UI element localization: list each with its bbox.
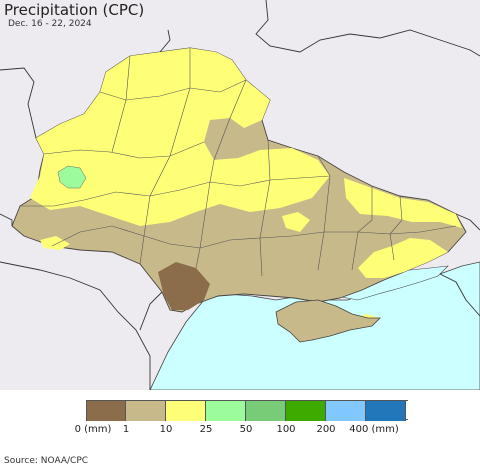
oblast-borders — [20, 48, 457, 277]
map-title: Precipitation (CPC) — [4, 1, 145, 19]
legend-swatch-4 — [246, 401, 286, 421]
legend-label-5: 100 — [276, 424, 296, 435]
zone-10mm-southeast — [358, 238, 448, 278]
legend-swatch-7 — [366, 401, 406, 421]
precipitation-map — [0, 0, 480, 390]
legend-swatch-6 — [326, 401, 366, 421]
legend-label-0: 0 (mm) — [74, 424, 112, 435]
legend-label-6: 200 — [316, 424, 336, 435]
map-subtitle: Dec. 16 - 22, 2024 — [8, 19, 92, 29]
legend-label-2: 10 — [159, 424, 173, 435]
zone-10mm-center — [282, 212, 310, 232]
zone-10mm-east — [344, 178, 462, 228]
legend-label-4: 50 — [239, 424, 253, 435]
country-borders — [0, 0, 480, 390]
legend-label-1: 1 — [122, 424, 130, 435]
legend-swatch-0 — [86, 401, 126, 421]
region-crimea — [275, 299, 381, 343]
legend-label-7: 400 (mm) — [349, 424, 399, 435]
map-frame: Precipitation (CPC) Dec. 16 - 22, 2024 — [0, 0, 480, 390]
zone-10mm-north — [30, 48, 330, 226]
zone-10mm-west — [40, 236, 70, 250]
zone-0mm — [158, 262, 210, 310]
legend-colorbar — [86, 400, 408, 421]
legend-swatch-5 — [286, 401, 326, 421]
legend-swatch-1 — [126, 401, 166, 421]
legend-swatch-2 — [166, 401, 206, 421]
legend-swatch-3 — [206, 401, 246, 421]
source-note: Source: NOAA/CPC — [4, 456, 89, 466]
zone-25mm — [57, 165, 87, 189]
legend-label-3: 25 — [199, 424, 213, 435]
